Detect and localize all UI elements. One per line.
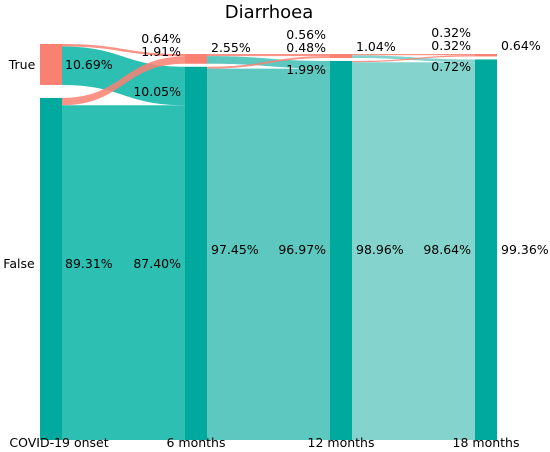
label-node-true-2: 1.04% — [356, 39, 396, 54]
stage-label-2: 12 months — [308, 435, 375, 450]
node-false-3 — [475, 59, 497, 440]
flow-2-false-to-true — [352, 55, 475, 63]
label-flow-1-tt: 0.56% — [286, 27, 326, 42]
flows-layer — [62, 44, 475, 441]
node-true-0 — [40, 44, 62, 85]
label-flow-1-tf: 1.99% — [286, 62, 326, 77]
label-flow-1-ft: 0.48% — [286, 40, 326, 55]
flow-1-false-to-false — [207, 68, 330, 441]
chart-title: Diarrhoea — [225, 2, 314, 23]
flow-1-false-to-true — [207, 56, 330, 69]
label-flow-1-ff: 96.97% — [278, 242, 326, 257]
flow-0-true-to-true — [62, 44, 185, 57]
label-flow-0-ff: 87.40% — [133, 256, 181, 271]
node-false-1 — [185, 66, 207, 440]
flow-1-true-to-true — [207, 54, 330, 57]
label-flow-0-tf: 10.05% — [133, 84, 181, 99]
label-flow-2-tt: 0.32% — [431, 25, 471, 40]
label-node-true-3: 0.64% — [501, 38, 541, 53]
label-flow-0-ft: 1.91% — [141, 44, 181, 59]
stage-label-0: COVID-19 onset — [9, 435, 108, 450]
node-false-2 — [330, 60, 352, 440]
label-node-false-3: 99.36% — [501, 242, 549, 257]
node-false-0 — [40, 97, 62, 441]
node-true-3 — [475, 54, 497, 57]
flow-0-false-to-true — [62, 56, 185, 106]
label-flow-2-tf: 0.72% — [431, 59, 471, 74]
label-node-false-1: 97.45% — [211, 242, 259, 257]
label-flow-0-tt: 0.64% — [141, 31, 181, 46]
flow-0-false-to-false — [62, 105, 185, 441]
stage-label-3: 18 months — [453, 435, 520, 450]
label-node-false-2: 98.96% — [356, 242, 404, 257]
label-node-true-1: 2.55% — [211, 40, 251, 55]
flow-2-false-to-false — [352, 62, 475, 440]
nodes-layer — [40, 44, 497, 441]
category-label-false: False — [3, 256, 35, 271]
label-node-false-0: 89.31% — [65, 256, 113, 271]
label-flow-2-ft: 0.32% — [431, 38, 471, 53]
flow-0-true-to-false — [62, 46, 185, 106]
node-true-1 — [185, 54, 207, 64]
node-true-2 — [330, 54, 352, 58]
stage-label-1: 6 months — [166, 435, 225, 450]
label-node-true-0: 10.69% — [65, 57, 113, 72]
label-flow-2-ff: 98.64% — [423, 242, 471, 257]
flow-2-true-to-true — [352, 54, 475, 56]
category-label-true: True — [8, 57, 36, 72]
